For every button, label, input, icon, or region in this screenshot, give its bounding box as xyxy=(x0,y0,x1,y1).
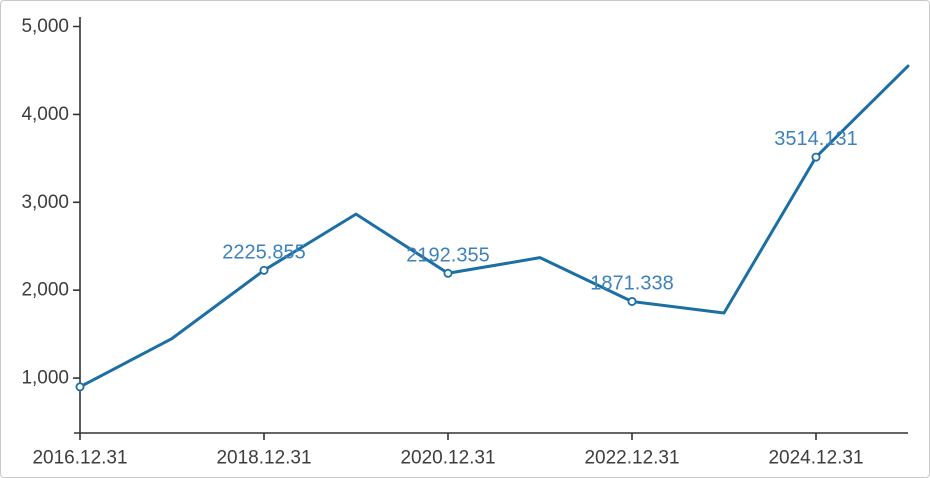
y-axis-tick-label: 3,000 xyxy=(21,192,69,213)
y-axis-tick-label: 5,000 xyxy=(21,16,69,37)
y-axis-tick-label: 4,000 xyxy=(21,104,69,125)
data-point-marker[interactable] xyxy=(75,382,85,392)
series-polyline xyxy=(78,64,910,389)
data-point-marker[interactable] xyxy=(811,152,821,162)
data-point-marker[interactable] xyxy=(443,268,453,278)
data-point-label: 1871.338 xyxy=(590,272,673,294)
x-axis-tick-label: 2024.12.31 xyxy=(768,448,863,469)
data-point-label: 2225.855 xyxy=(222,241,305,263)
data-point-label: 3514.131 xyxy=(774,128,857,150)
y-axis-tick-label: 2,000 xyxy=(21,280,69,301)
x-axis-tick-label: 2016.12.31 xyxy=(32,448,127,469)
x-axis-tick-label: 2018.12.31 xyxy=(216,448,311,469)
data-point-marker[interactable] xyxy=(627,296,637,306)
x-axis-tick-label: 2022.12.31 xyxy=(584,448,679,469)
data-labels: 2225.855 2192.355 1871.338 3514.131 xyxy=(222,128,857,294)
data-point-label: 2192.355 xyxy=(406,244,489,266)
data-point-marker[interactable] xyxy=(259,265,269,275)
data-points xyxy=(75,152,821,392)
y-axis-tick-label: 1,000 xyxy=(21,368,69,389)
axes: 1,000 2,000 3,000 4,000 5,000 2016.12.31 2018.… xyxy=(21,16,908,469)
series-line xyxy=(78,64,910,389)
x-axis-tick-label: 2020.12.31 xyxy=(400,448,495,469)
